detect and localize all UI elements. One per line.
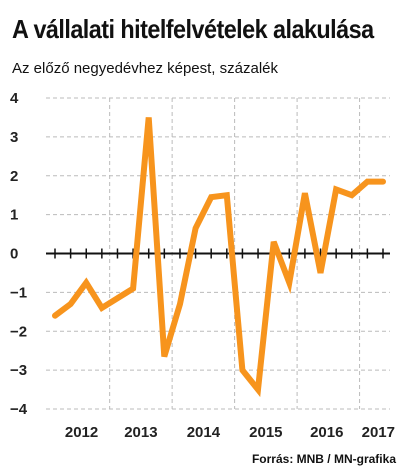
series-layer	[52, 117, 386, 398]
y-tick-label: −2	[10, 323, 27, 340]
y-tick-label: 0	[10, 246, 18, 263]
axis-layer	[46, 248, 390, 259]
x-tick-label: 2015	[249, 424, 282, 441]
x-tick-label: 2014	[187, 424, 221, 441]
x-tick-label: 2012	[65, 424, 98, 441]
series-line	[52, 117, 386, 398]
x-tick-labels: 2012 2013 2014 2015 2016 2017	[65, 424, 395, 441]
x-tick-label: 2017	[362, 424, 395, 441]
y-tick-label: 1	[10, 207, 18, 224]
x-tick-label: 2013	[124, 424, 157, 441]
y-tick-label: 2	[10, 168, 18, 185]
y-tick-label: 3	[10, 129, 18, 146]
chart-subtitle: Az előző negyedévhez képest, százalék	[12, 60, 278, 77]
y-tick-label: 4	[10, 90, 19, 107]
source-note: Forrás: MNB / MN-grafika	[251, 452, 396, 466]
chart-title: A vállalati hitelfelvételek alakulása	[12, 14, 374, 44]
y-tick-label: −4	[10, 401, 28, 418]
y-tick-label: −1	[10, 284, 27, 301]
x-tick-label: 2016	[310, 424, 343, 441]
y-tick-label: −3	[10, 362, 27, 379]
y-tick-labels: −4 −3 −2 −1 0 1 2 3 4	[10, 90, 28, 418]
